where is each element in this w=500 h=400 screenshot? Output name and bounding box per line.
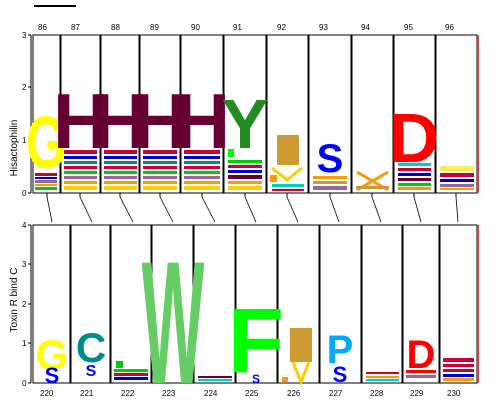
top-position-label: 88 xyxy=(111,23,120,32)
bottom-position-label: 228 xyxy=(370,389,384,398)
bottom-panel: 4 3 2 1 0 Toxin R bind C xyxy=(9,221,479,400)
top-position-label: 86 xyxy=(38,23,47,32)
top-main-letter: S xyxy=(317,137,344,181)
top-position-label: 93 xyxy=(319,23,328,32)
bottom-main-letter: S xyxy=(252,372,260,386)
bottom-column-frame xyxy=(193,224,236,384)
bottom-column-frame xyxy=(110,224,152,384)
bottom-main-letter: S xyxy=(86,363,97,380)
top-main-letter: G xyxy=(26,101,66,184)
bottom-main-letter: G xyxy=(36,331,69,378)
bottom-column-frame xyxy=(32,224,71,384)
bottom-position-labels: 220 221 222 223 224 225 226 227 228 229 … xyxy=(40,389,461,398)
bottom-y-tick-label: 2 xyxy=(22,300,27,309)
top-position-label: 94 xyxy=(361,23,370,32)
bottom-position-label: 227 xyxy=(329,389,343,398)
bottom-y-tick-label: 4 xyxy=(22,221,27,230)
top-position-label: 91 xyxy=(233,23,242,32)
top-position-label: 89 xyxy=(150,23,159,32)
top-y-tick-label: 3 xyxy=(22,31,27,40)
top-glyph-block xyxy=(277,135,299,165)
bottom-y-tick-label: 0 xyxy=(22,379,27,388)
top-main-letter: D xyxy=(389,99,440,177)
top-position-label: 90 xyxy=(191,23,200,32)
bottom-main-letter: C xyxy=(76,324,106,371)
bottom-y-axis-title: Toxin R bind C xyxy=(9,267,20,332)
top-main-letters: G H H H H Y S D xyxy=(26,77,439,184)
top-y-tick-label: 0 xyxy=(22,189,27,198)
bottom-position-label: 223 xyxy=(162,389,176,398)
top-column-ticks xyxy=(46,193,457,197)
bottom-column-frame xyxy=(277,224,320,384)
bottom-minor-letter-stacks xyxy=(114,328,474,387)
top-main-letter: H xyxy=(174,77,230,165)
bottom-position-label: 221 xyxy=(80,389,94,398)
bottom-column-frame xyxy=(402,224,440,384)
bottom-y-tick-label: 3 xyxy=(22,260,27,269)
bottom-y-tick-label: 1 xyxy=(22,339,27,348)
top-main-letter: Y xyxy=(222,85,269,163)
bottom-position-label: 224 xyxy=(204,389,218,398)
alignment-connectors xyxy=(46,196,459,223)
top-main-letter: H xyxy=(53,77,109,165)
bottom-main-letter: S xyxy=(333,362,348,387)
bottom-main-letter: D xyxy=(407,333,436,377)
bottom-column-frame xyxy=(235,224,278,384)
bottom-position-label: 220 xyxy=(40,389,54,398)
bottom-position-label: 229 xyxy=(410,389,424,398)
bottom-column-frame xyxy=(151,224,194,384)
bottom-position-label: 230 xyxy=(447,389,461,398)
bottom-column-frame xyxy=(319,224,362,384)
top-main-letter: H xyxy=(132,77,188,165)
top-position-label: 92 xyxy=(277,23,286,32)
bottom-column-frame xyxy=(70,224,111,384)
top-minor-letter-stacks xyxy=(35,135,474,192)
top-y-tick-label: 1 xyxy=(22,136,27,145)
bottom-position-label: 225 xyxy=(245,389,259,398)
top-panel: 3 2 1 0 Hisactophilin 86 87 88 89 90 91 … xyxy=(9,23,479,198)
bottom-main-letters: G S C S W F S P S D xyxy=(36,226,436,400)
bottom-position-label: 222 xyxy=(121,389,135,398)
top-y-tick-label: 2 xyxy=(22,83,27,92)
top-column-frame xyxy=(351,34,394,194)
bottom-main-letter: F xyxy=(228,290,284,392)
bottom-main-letter: W xyxy=(142,226,205,400)
bottom-column-frame xyxy=(361,224,403,384)
bottom-main-letter: S xyxy=(45,363,60,388)
top-position-label: 87 xyxy=(71,23,80,32)
top-position-label: 95 xyxy=(404,23,413,32)
top-y-axis-title: Hisactophilin xyxy=(9,120,20,177)
bottom-main-letter: P xyxy=(327,328,354,372)
top-position-labels: 86 87 88 89 90 91 92 93 94 95 96 xyxy=(38,23,454,32)
top-position-label: 96 xyxy=(445,23,454,32)
bottom-glyph-block xyxy=(290,328,312,362)
bottom-position-label: 226 xyxy=(287,389,301,398)
top-main-letter: H xyxy=(92,77,148,165)
